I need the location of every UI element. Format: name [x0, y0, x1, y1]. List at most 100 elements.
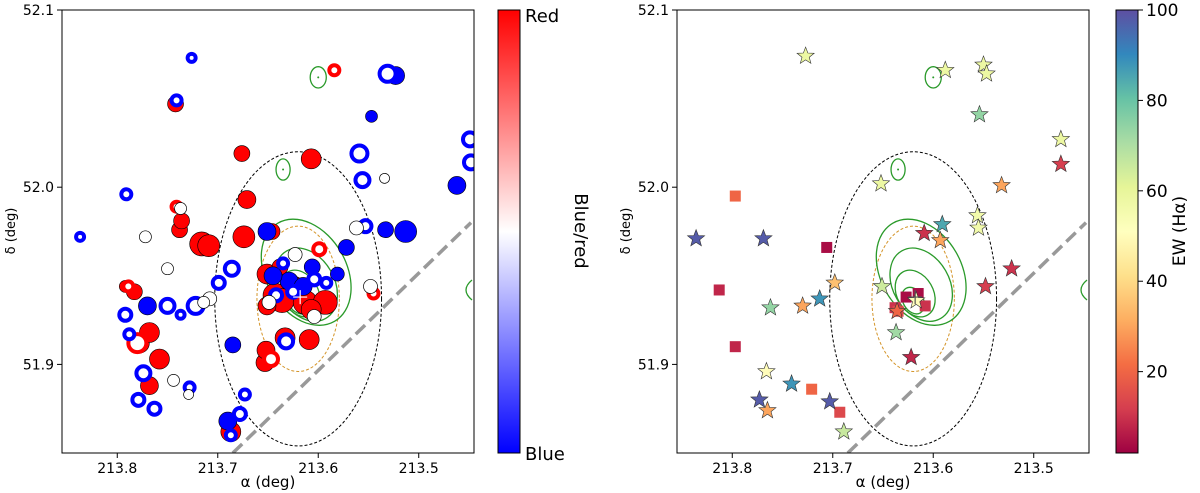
galaxy-star: [757, 361, 776, 380]
galaxy-point-blue_ring: [210, 274, 227, 291]
right-colorbar: [1115, 9, 1139, 454]
galaxy-point-blue_ring: [319, 275, 334, 290]
galaxy-star: [761, 297, 780, 316]
galaxy-star: [970, 104, 989, 123]
galaxy-point-white: [287, 247, 303, 262]
colorbar-tick-label: 40: [1146, 272, 1168, 292]
left-axes: 213.8 213.7 213.6 213.5 51.9 52.0 52.1: [23, 3, 439, 477]
left-boundary: [231, 221, 473, 453]
galaxy-star: [977, 63, 996, 82]
inner-radius-circle: [256, 225, 340, 372]
right-axes: 213.8 213.7 213.6 213.5 51.9 52.0 52.1: [638, 3, 1054, 477]
left-colorbar-top-label: Red: [525, 6, 559, 27]
xray-contour: [889, 247, 954, 322]
galaxy-point-blue_ring: [353, 171, 372, 190]
galaxy-point-blue_ring: [117, 306, 134, 323]
galaxy-point-red_filled: [298, 329, 320, 350]
galaxy-point-red_filled: [233, 145, 251, 162]
galaxy-point-blue_ring: [460, 130, 474, 149]
galaxy-square: [806, 383, 818, 395]
galaxy-point-blue_ring: [158, 296, 177, 315]
galaxy-point-white: [349, 220, 364, 236]
left-x-axis-label: α (deg): [241, 473, 296, 491]
galaxy-star: [872, 276, 892, 295]
galaxy-star: [1002, 258, 1021, 277]
galaxy-star: [758, 400, 777, 419]
galaxy-star: [974, 55, 993, 73]
galaxy-star: [886, 322, 906, 341]
galaxy-point-blue_ring: [461, 153, 474, 172]
galaxy-point-blue_ring: [119, 187, 134, 202]
right-contours: [875, 66, 1088, 326]
field-boundary-line: [846, 221, 1088, 453]
x-tick-label: 213.5: [1014, 461, 1054, 477]
cluster-center-marker: [908, 290, 923, 305]
left-plot-content: [74, 51, 474, 453]
left-colorbar-bottom-label: Blue: [525, 444, 565, 465]
left-points: [74, 51, 474, 443]
galaxy-point-blue_ring: [306, 271, 323, 288]
galaxy-point-blue_ring: [122, 327, 137, 342]
left-y-axis-label: δ (deg): [4, 208, 19, 255]
galaxy-point-blue_filled: [338, 239, 355, 256]
galaxy-star: [871, 173, 891, 192]
outer-radius-circle: [214, 151, 383, 447]
galaxy-square: [729, 341, 741, 353]
galaxy-star: [992, 175, 1011, 194]
galaxy-star: [834, 421, 854, 440]
edge-contour: [1080, 279, 1088, 301]
right-x-axis-label: α (deg): [856, 473, 911, 491]
xray-contour: [309, 66, 327, 89]
galaxy-star: [887, 301, 907, 320]
galaxy-point-blue_ring: [231, 406, 248, 423]
galaxy-star: [810, 288, 830, 307]
galaxy-star: [1051, 154, 1071, 173]
colorbar-tick-label: 100: [1146, 1, 1178, 21]
galaxy-point-blue_filled: [257, 222, 277, 241]
galaxy-point-white: [139, 230, 152, 244]
galaxy-star: [686, 228, 706, 247]
x-tick-label: 213.8: [97, 461, 137, 477]
right-boundary: [846, 221, 1088, 453]
galaxy-point-blue_filled: [138, 296, 157, 316]
galaxy-point-white: [174, 202, 187, 215]
galaxy-star: [750, 389, 769, 408]
galaxy-point-blue_filled: [224, 336, 242, 354]
galaxy-square: [821, 241, 833, 253]
galaxy-star: [820, 391, 840, 410]
galaxy-star: [932, 214, 952, 233]
x-tick-label: 213.8: [712, 461, 752, 477]
galaxy-point-blue_ring: [174, 308, 187, 321]
galaxy-point-red_ring: [311, 241, 328, 258]
xray-contour: [890, 158, 906, 181]
galaxy-square: [919, 300, 931, 312]
right-colorbar-ticks: 20 40 60 80 100: [1138, 1, 1178, 383]
x-tick-label: 213.6: [298, 461, 338, 477]
galaxy-point-blue_ring: [146, 400, 163, 417]
right-points: [686, 46, 1071, 440]
galaxy-star: [906, 290, 926, 309]
xray-contour: [875, 218, 967, 326]
right-y-axis-label: δ (deg): [619, 208, 634, 255]
y-tick-label: 52.0: [23, 180, 54, 196]
galaxy-point-red_filled: [149, 348, 170, 370]
right-plot-frame: [676, 9, 1090, 454]
galaxy-point-blue_ring: [237, 387, 252, 402]
galaxy-point-blue_filled: [377, 221, 394, 239]
galaxy-point-blue_ring: [377, 63, 398, 84]
galaxy-point-blue_filled: [447, 176, 467, 195]
galaxy-point-blue_ring: [277, 332, 296, 351]
x-tick-label: 213.7: [198, 461, 238, 477]
right-panel: 213.8 213.7 213.6 213.5 51.9 52.0 52.1 α (deg)…: [619, 1, 1190, 491]
colorbar-tick-label: 20: [1146, 363, 1168, 383]
galaxy-star: [1051, 129, 1071, 148]
galaxy-star: [793, 296, 812, 314]
left-panel: 213.8 213.7 213.6 213.5 51.9 52.0 52.1 α (deg)…: [4, 3, 591, 491]
y-tick-label: 52.1: [638, 3, 669, 19]
left-colorbar-label: Blue/red: [570, 193, 591, 268]
galaxy-point-blue_ring: [134, 364, 153, 383]
contour-peak: [932, 76, 935, 79]
galaxy-point-blue_ring: [185, 51, 198, 64]
galaxy-star: [930, 230, 950, 249]
